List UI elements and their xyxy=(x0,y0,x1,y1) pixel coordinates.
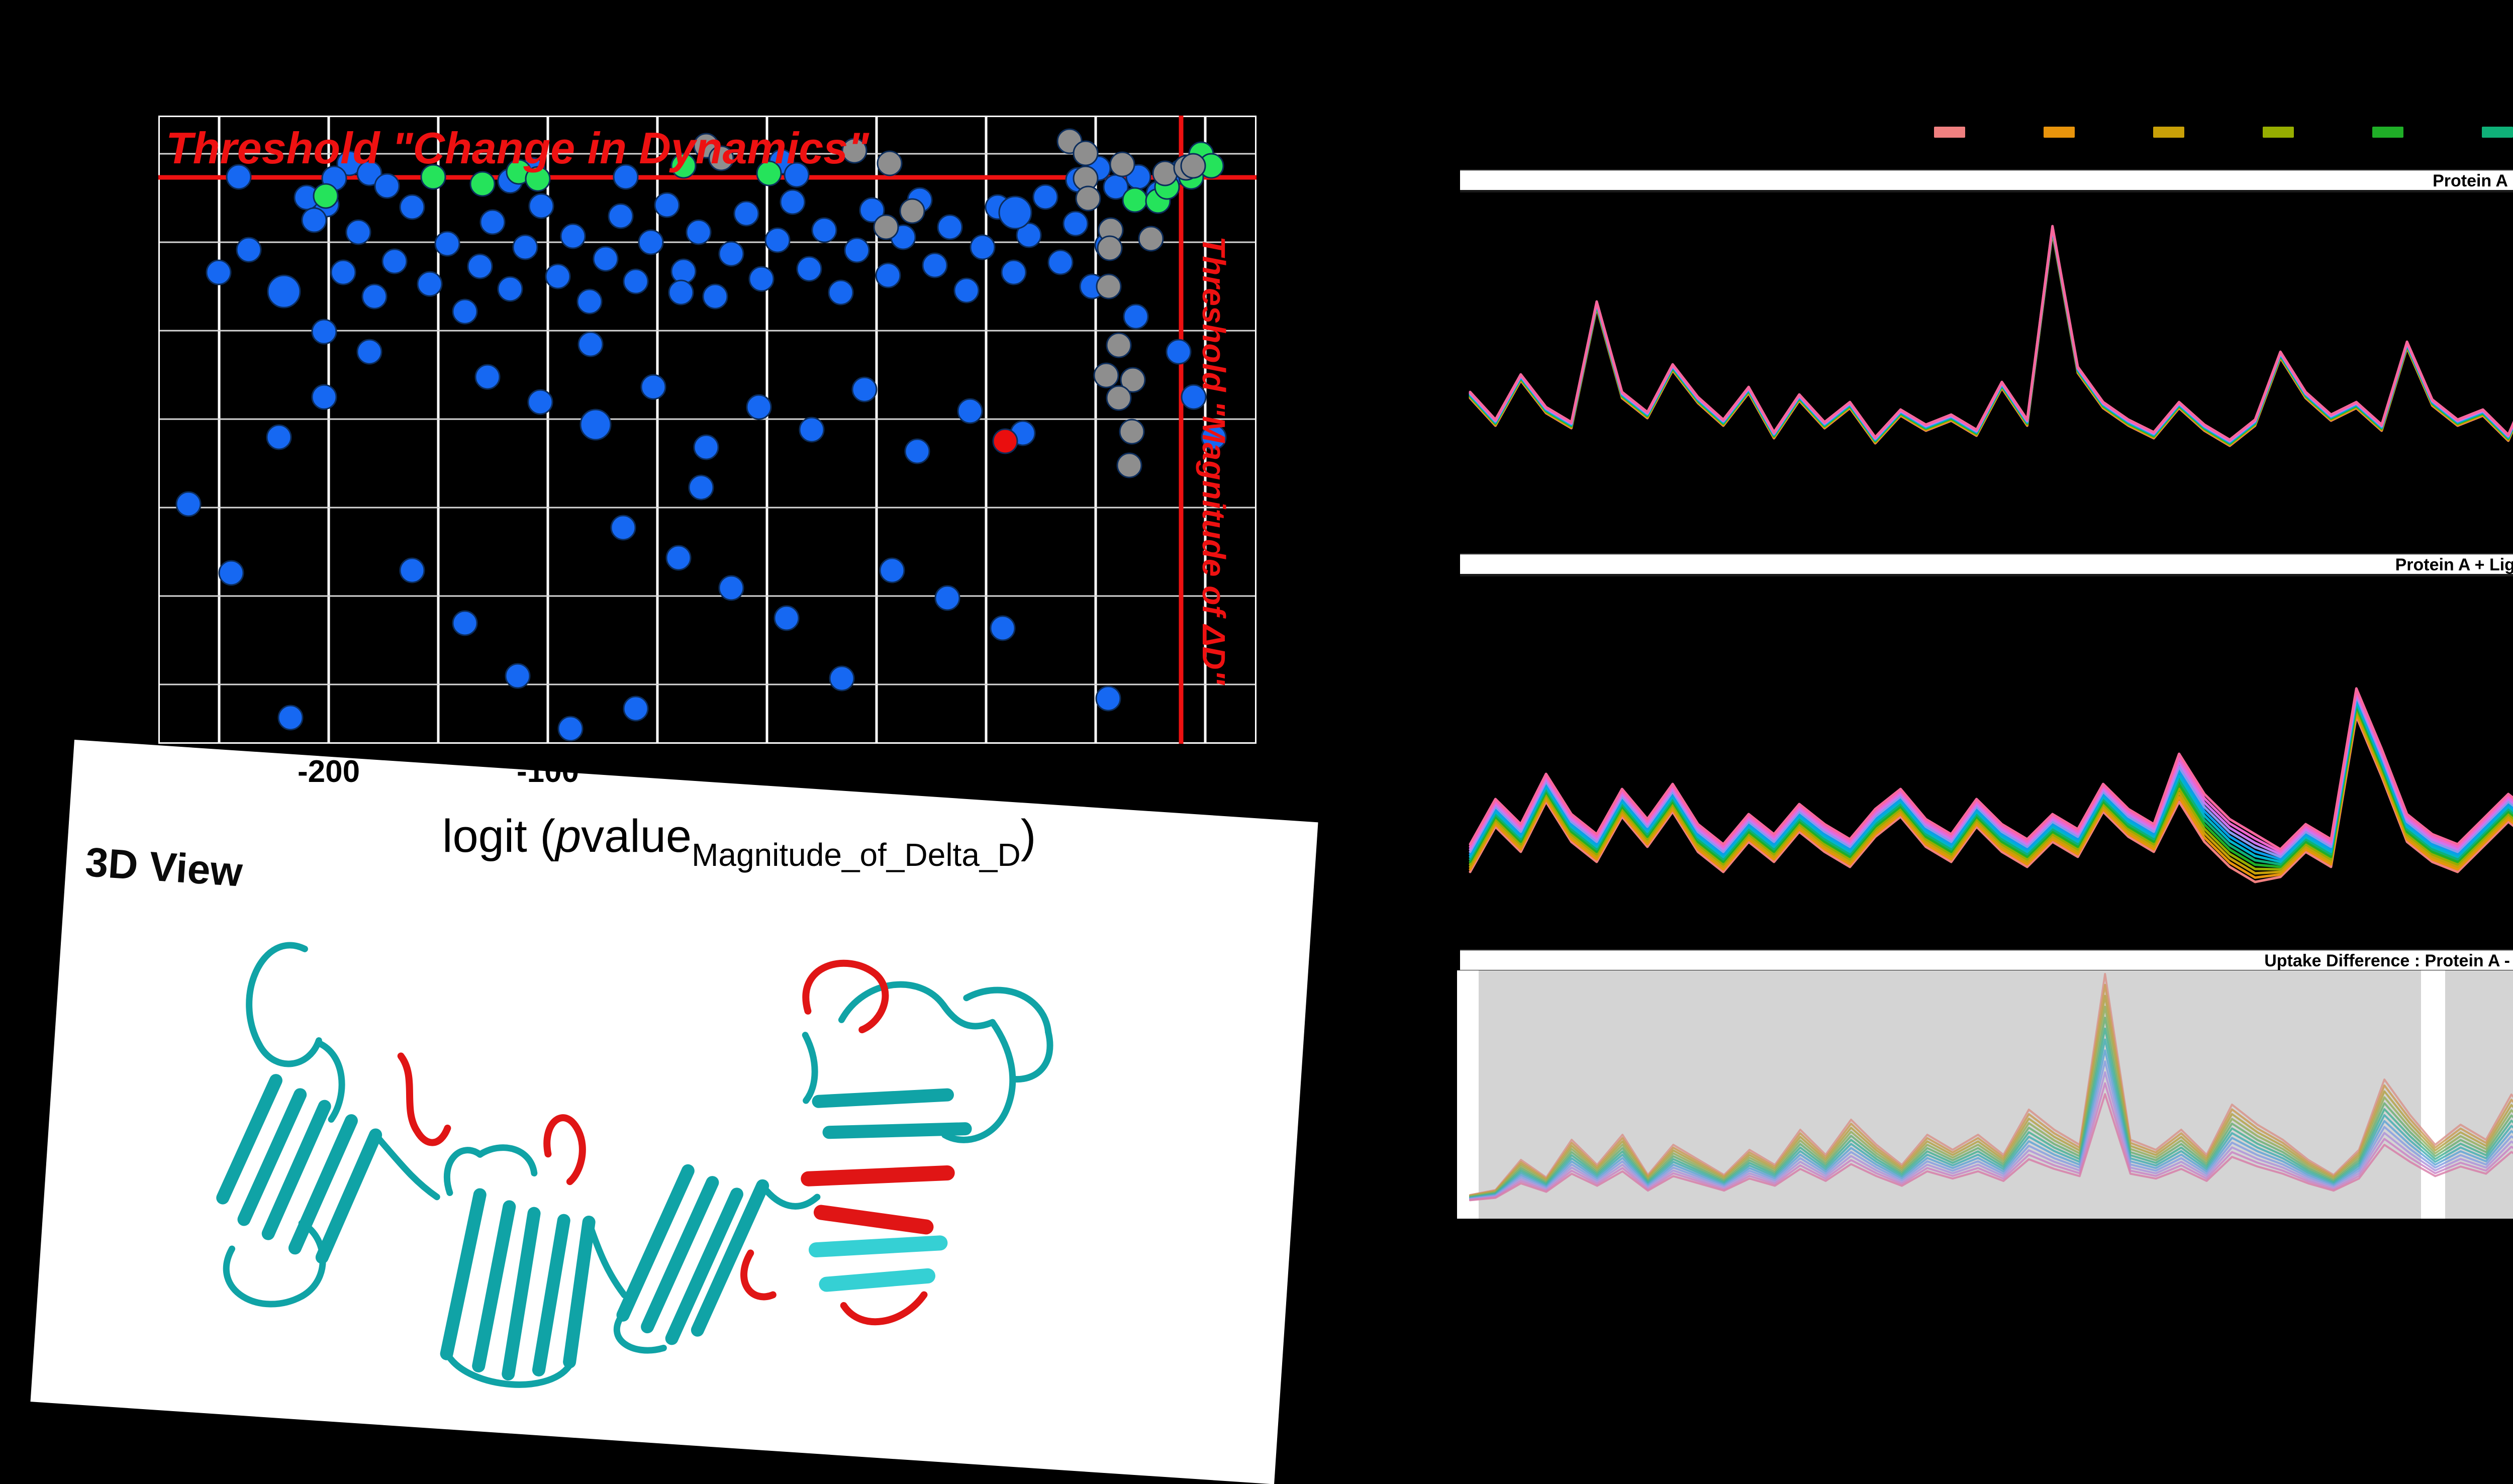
protein-ribbon[interactable] xyxy=(163,894,1098,1430)
panel-title-protein-a: Protein A xyxy=(1460,170,2513,192)
x-tick--200: -200 xyxy=(297,754,360,789)
x-axis-label: logit (pvalueMagnitude_of_Delta_D) xyxy=(442,810,1036,873)
volcano-plot-canvas[interactable] xyxy=(158,116,1257,744)
timepoint-legend xyxy=(1934,127,2513,138)
x-axis-label-suffix: ) xyxy=(1020,811,1036,862)
uptake-difference-chart[interactable] xyxy=(1468,970,2513,1219)
3d-view-title: 3D View xyxy=(83,839,244,896)
panel-title-protein-a-text: Protein A xyxy=(2433,171,2508,190)
legend-dash-timepoint-1 xyxy=(1934,127,1965,138)
panel-title-uptake-difference-text: Uptake Difference : Protein A - (Protein… xyxy=(2264,951,2513,970)
3d-view-panel[interactable]: 3D View xyxy=(30,740,1318,1484)
legend-dash-timepoint-6 xyxy=(2482,127,2513,138)
threshold-magnitude-label: Threshold "Magnitude of ΔD" xyxy=(1196,236,1232,685)
uptake-difference-left-margin xyxy=(1457,970,1479,1219)
panel-title-uptake-difference: Uptake Difference : Protein A - (Protein… xyxy=(1460,950,2513,972)
x-axis-label-prefix: logit ( xyxy=(442,811,555,862)
threshold-change-in-dynamics-label: Threshold "Change in Dynamics" xyxy=(166,123,869,173)
x-tick--100: -100 xyxy=(516,754,579,789)
volcano-plot-window: Threshold "Change in Dynamics" Threshold… xyxy=(0,0,1307,854)
legend-dash-timepoint-3 xyxy=(2153,127,2184,138)
legend-dash-timepoint-5 xyxy=(2372,127,2403,138)
protein-a-uptake-chart[interactable] xyxy=(1468,191,2513,543)
protein-a-ligand-uptake-chart[interactable] xyxy=(1468,575,2513,942)
panel-title-protein-a-ligand: Protein A + Ligand xyxy=(1460,554,2513,576)
legend-dash-timepoint-2 xyxy=(2044,127,2075,138)
legend-dash-timepoint-4 xyxy=(2263,127,2294,138)
x-axis-label-value: value xyxy=(581,811,692,862)
panel-title-protein-a-ligand-text: Protein A + Ligand xyxy=(2395,555,2513,574)
x-axis-label-p: p xyxy=(555,811,582,862)
x-axis-label-subscript: Magnitude_of_Delta_D xyxy=(692,837,1021,873)
